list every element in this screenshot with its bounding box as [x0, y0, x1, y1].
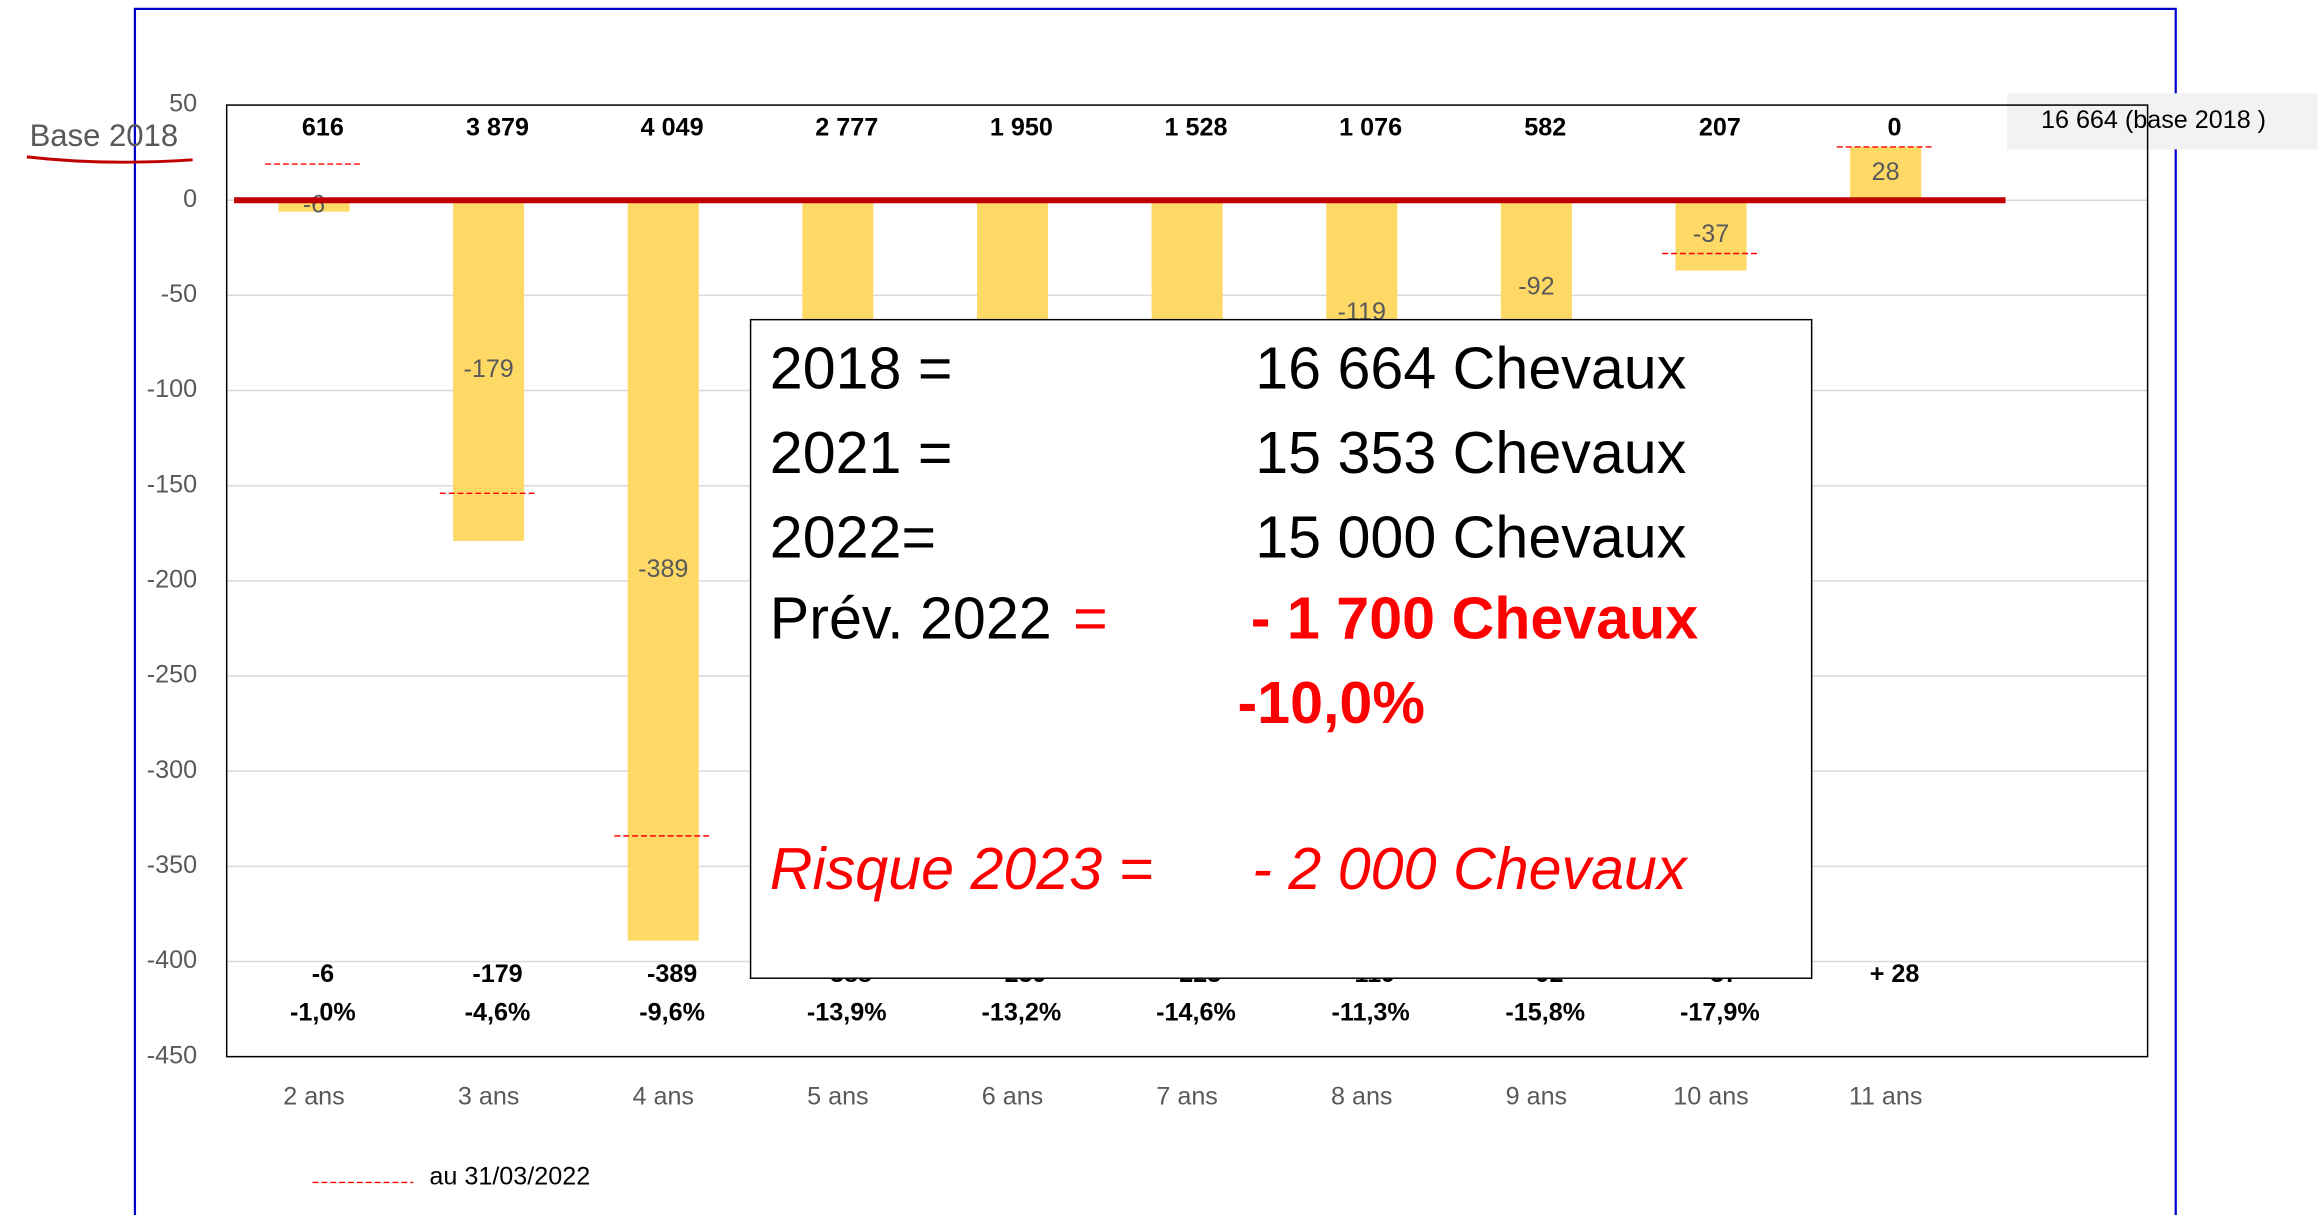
y-tick-label: -300 — [147, 756, 197, 784]
info-value: 15 000 Chevaux — [1255, 503, 1686, 570]
percent-label: -9,6% — [639, 998, 705, 1026]
y-tick-label: 50 — [169, 90, 197, 118]
info-label: 2018 = — [770, 335, 953, 402]
info-label: 2021 = — [770, 419, 953, 486]
info-pct: -10,0% — [1237, 669, 1425, 736]
bar-value-label: -37 — [1693, 220, 1729, 248]
x-tick-label: 3 ans — [458, 1083, 520, 1111]
bottom-value-label: -389 — [647, 960, 697, 988]
bottom-value-label: + 28 — [1870, 960, 1920, 988]
percent-label: -11,3% — [1332, 998, 1410, 1026]
info-label: Prév. 2022 — [770, 585, 1052, 652]
info-label: 2022= — [770, 503, 936, 570]
x-tick-label: 6 ans — [982, 1083, 1044, 1111]
y-tick-label: -400 — [147, 946, 197, 974]
percent-label: -17,9% — [1680, 998, 1760, 1026]
top-label: 4 049 — [641, 113, 704, 141]
percent-label: -13,9% — [807, 998, 887, 1026]
y-tick-label: -50 — [161, 280, 197, 308]
bar — [1850, 146, 1922, 201]
bar — [278, 200, 350, 212]
info-label: Risque 2023 = — [770, 835, 1153, 902]
y-tick-label: -350 — [147, 851, 197, 879]
info-value: - 2 000 Chevaux — [1252, 835, 1689, 902]
bar-value-label: -6 — [303, 191, 325, 219]
y-tick-label: -100 — [147, 375, 197, 403]
top-label: 616 — [302, 113, 344, 141]
plot-border — [225, 104, 2149, 1058]
x-tick-label: 5 ans — [807, 1083, 869, 1111]
top-label: 1 950 — [990, 113, 1053, 141]
info-value: 15 353 Chevaux — [1255, 419, 1686, 486]
y-tick-label: -150 — [147, 470, 197, 498]
bar — [627, 200, 699, 941]
info-value: 16 664 Chevaux — [1255, 335, 1686, 402]
percent-label: -15,8% — [1505, 998, 1585, 1026]
bar-value-label: -389 — [638, 555, 688, 583]
x-tick-label: 7 ans — [1156, 1083, 1218, 1111]
frame — [133, 7, 2177, 1215]
y-tick-label: -200 — [147, 566, 197, 594]
x-tick-label: 11 ans — [1849, 1083, 1923, 1111]
bottom-value-label: -6 — [312, 960, 334, 988]
percent-label: -13,2% — [982, 998, 1062, 1026]
underline — [26, 155, 193, 164]
bar-value-label: 28 — [1872, 158, 1900, 186]
top-label: 2 777 — [815, 113, 878, 141]
percent-label: -4,6% — [465, 998, 531, 1026]
x-tick-label: 8 ans — [1331, 1083, 1393, 1111]
top-label: 207 — [1699, 113, 1741, 141]
bar-value-label: -92 — [1518, 272, 1554, 300]
x-tick-label: 4 ans — [632, 1083, 694, 1111]
percent-label: -1,0% — [290, 998, 356, 1026]
bottom-value-label: -179 — [472, 960, 522, 988]
top-label: 0 — [1888, 113, 1902, 141]
top-label: 1 528 — [1165, 113, 1228, 141]
info-eq: = — [1073, 585, 1108, 652]
top-label: 1 076 — [1339, 113, 1402, 141]
y-tick-label: -250 — [147, 661, 197, 689]
note-bg — [2007, 93, 2318, 150]
y-tick-label: -450 — [147, 1041, 197, 1069]
legend-label: au 31/03/2022 — [429, 1163, 590, 1191]
base-label: Base 2018 — [30, 118, 179, 153]
bar — [453, 200, 525, 541]
top-label: 3 879 — [466, 113, 529, 141]
x-tick-label: 9 ans — [1506, 1083, 1568, 1111]
info-box — [749, 318, 1813, 979]
x-tick-label: 2 ans — [283, 1083, 345, 1111]
percent-label: -14,6% — [1156, 998, 1236, 1026]
bar-value-label: -179 — [463, 355, 513, 383]
x-tick-label: 10 ans — [1673, 1083, 1748, 1111]
info-value: - 1 700 Chevaux — [1251, 585, 1699, 652]
bar — [1675, 200, 1747, 271]
top-label: 582 — [1524, 113, 1566, 141]
base-note: 16 664 (base 2018 ) — [2041, 106, 2266, 134]
y-tick-label: 0 — [183, 185, 197, 213]
